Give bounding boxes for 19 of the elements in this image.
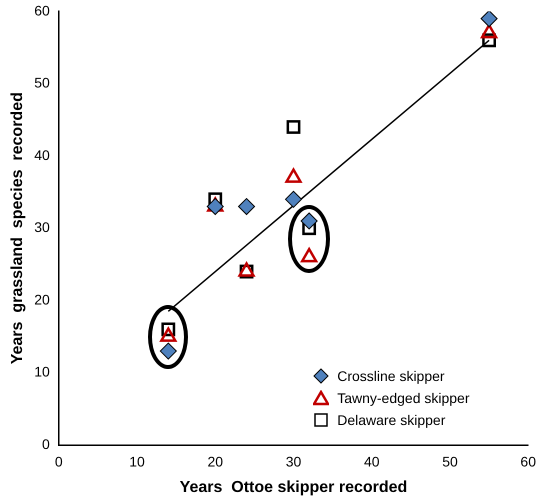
y-tick-label: 30 — [34, 219, 50, 236]
legend-label: Tawny-edged skipper — [337, 390, 470, 406]
legend-label: Crossline skipper — [337, 368, 445, 384]
y-tick-label: 0 — [42, 436, 50, 452]
y-axis-title: Years grassland species recorded — [9, 92, 26, 364]
x-tick-label: 0 — [54, 453, 63, 470]
x-tick-label: 60 — [520, 453, 536, 470]
x-tick-label: 20 — [207, 453, 224, 470]
y-tick-label: 10 — [34, 364, 50, 380]
x-tick-label: 40 — [364, 453, 380, 470]
y-tick-label: 20 — [34, 291, 50, 308]
y-tick-label: 60 — [34, 2, 50, 18]
y-tick-label: 50 — [34, 74, 50, 91]
y-tick-label: 40 — [34, 146, 50, 163]
x-tick-label: 10 — [129, 453, 146, 470]
x-axis-title: Years Ottoe skipper recorded — [180, 478, 408, 496]
x-tick-label: 50 — [442, 453, 458, 470]
x-tick-label: 30 — [286, 453, 302, 470]
legend-label: Delaware skipper — [337, 412, 446, 428]
